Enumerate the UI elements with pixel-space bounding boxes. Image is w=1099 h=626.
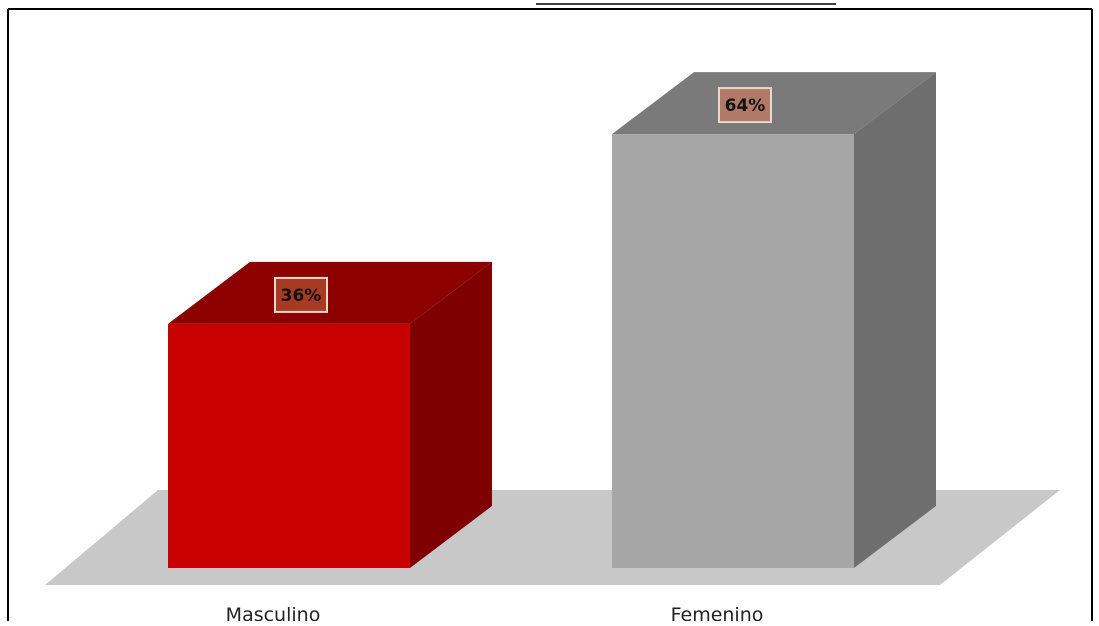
bar-masculino: [168, 261, 492, 568]
bar-side-face: [854, 72, 936, 568]
frame-border: [7, 3, 1093, 621]
data-label-text: 36%: [281, 286, 322, 306]
bar-top-face: [168, 261, 492, 324]
data-label: 36%: [274, 276, 328, 313]
data-label-box: [274, 276, 328, 313]
bar-front-face: [168, 323, 410, 568]
data-label-box: [718, 87, 772, 124]
bar-front-face: [612, 134, 854, 568]
data-label-text: 64%: [725, 96, 766, 116]
category-label: Masculino: [226, 604, 321, 621]
data-label: 64%: [718, 87, 772, 124]
bar-top-face: [612, 72, 936, 135]
bar-femenino: [612, 72, 936, 568]
bar-side-face: [410, 261, 492, 568]
category-label: Femenino: [671, 604, 764, 621]
